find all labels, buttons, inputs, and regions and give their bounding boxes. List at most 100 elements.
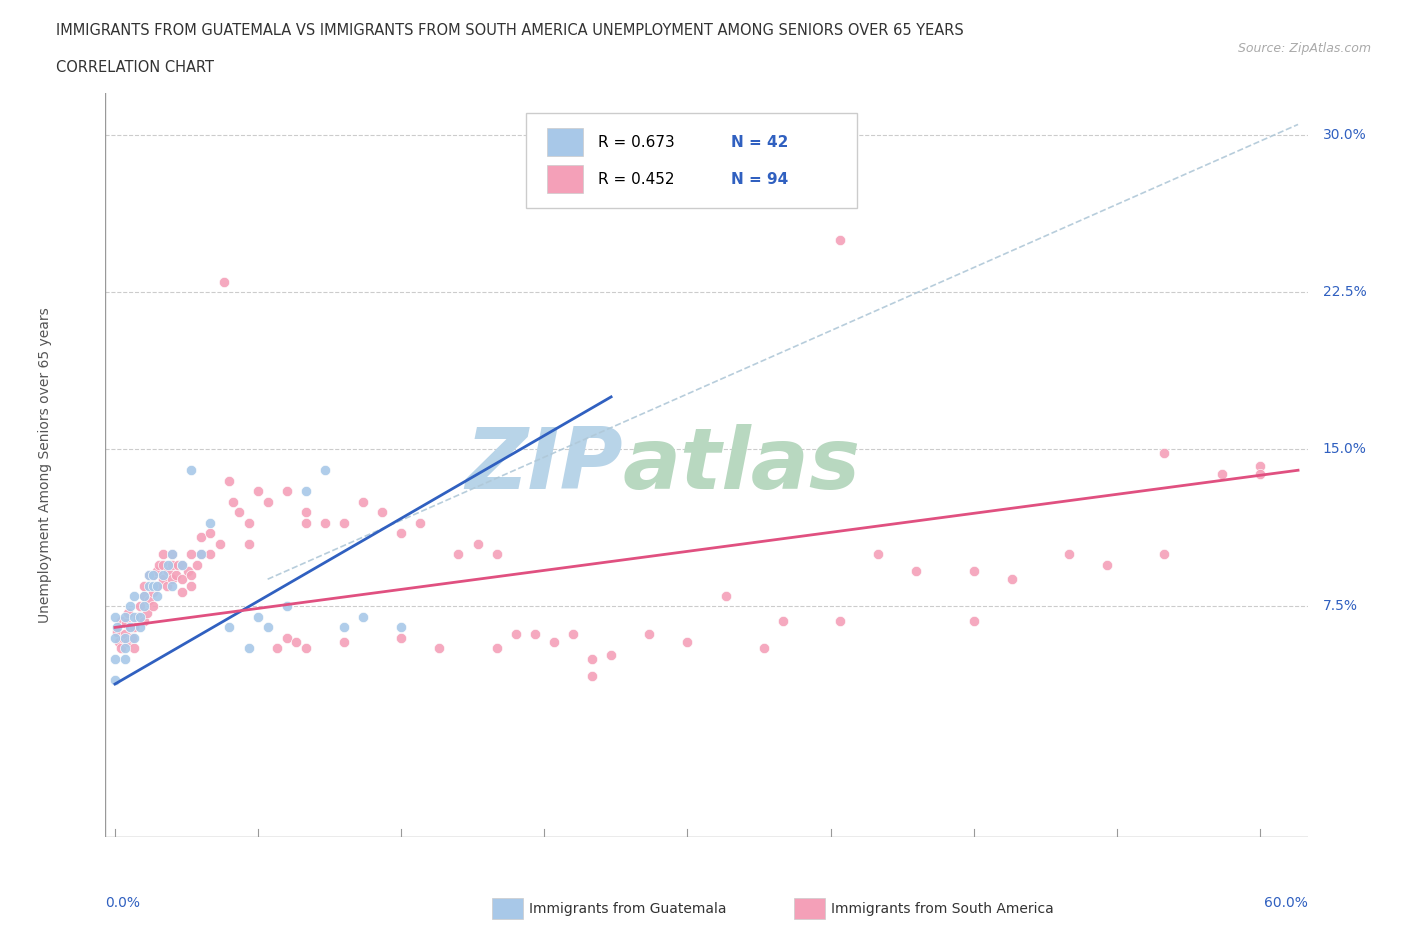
- Point: [333, 634, 356, 649]
- Point: [165, 567, 187, 582]
- Point: [389, 620, 412, 635]
- Point: [200, 547, 222, 562]
- Point: [146, 564, 169, 578]
- Point: [256, 494, 278, 509]
- Point: [218, 473, 240, 488]
- Point: [152, 572, 174, 587]
- Point: [138, 592, 160, 607]
- Point: [409, 515, 432, 530]
- Point: [152, 567, 174, 582]
- Point: [110, 641, 132, 656]
- Point: [868, 547, 890, 562]
- Point: [485, 547, 508, 562]
- Point: [238, 537, 260, 551]
- Point: [1097, 557, 1119, 572]
- Text: 22.5%: 22.5%: [1323, 286, 1367, 299]
- Point: [638, 626, 661, 641]
- Point: [314, 463, 336, 478]
- Point: [581, 668, 603, 683]
- Point: [371, 505, 394, 520]
- Point: [581, 651, 603, 666]
- Point: [128, 599, 150, 614]
- Point: [114, 609, 136, 624]
- Point: [294, 484, 316, 498]
- Point: [105, 624, 128, 639]
- Point: [104, 631, 127, 645]
- Point: [180, 567, 202, 582]
- Point: [543, 634, 565, 649]
- Point: [157, 557, 180, 572]
- Point: [132, 578, 155, 593]
- Point: [200, 525, 222, 540]
- Point: [122, 631, 145, 645]
- Point: [222, 494, 245, 509]
- Point: [600, 647, 623, 662]
- Point: [132, 599, 155, 614]
- Point: [160, 578, 183, 593]
- Point: [1211, 467, 1233, 482]
- Point: [111, 631, 134, 645]
- Point: [180, 578, 202, 593]
- Point: [314, 515, 336, 530]
- Point: [218, 620, 240, 635]
- Point: [122, 620, 145, 635]
- Point: [110, 614, 132, 629]
- Point: [505, 626, 527, 641]
- Point: [485, 641, 508, 656]
- Point: [962, 564, 984, 578]
- Point: [294, 515, 316, 530]
- Text: Source: ZipAtlas.com: Source: ZipAtlas.com: [1237, 42, 1371, 55]
- Text: 0.0%: 0.0%: [105, 896, 141, 910]
- Point: [228, 505, 250, 520]
- Point: [160, 547, 183, 562]
- Text: CORRELATION CHART: CORRELATION CHART: [56, 60, 214, 75]
- Point: [146, 589, 169, 604]
- Point: [114, 631, 136, 645]
- Point: [1057, 547, 1080, 562]
- Text: 60.0%: 60.0%: [1264, 896, 1308, 910]
- Point: [752, 641, 775, 656]
- Point: [146, 578, 169, 593]
- Point: [180, 547, 202, 562]
- Point: [104, 651, 127, 666]
- Point: [155, 578, 177, 593]
- Point: [247, 484, 270, 498]
- Point: [122, 641, 145, 656]
- Point: [146, 578, 169, 593]
- Bar: [547, 166, 582, 193]
- Point: [138, 578, 160, 593]
- Text: N = 94: N = 94: [731, 172, 787, 187]
- Point: [294, 505, 316, 520]
- Point: [1153, 547, 1175, 562]
- Text: ZIP: ZIP: [465, 423, 623, 507]
- Point: [170, 584, 193, 599]
- Point: [190, 530, 212, 545]
- Point: [190, 547, 212, 562]
- Point: [170, 557, 193, 572]
- Point: [333, 515, 356, 530]
- Point: [333, 620, 356, 635]
- Point: [352, 609, 374, 624]
- Point: [105, 620, 128, 635]
- Text: Immigrants from South America: Immigrants from South America: [831, 901, 1053, 916]
- Point: [276, 599, 298, 614]
- Point: [676, 634, 699, 649]
- Point: [170, 572, 193, 587]
- Text: R = 0.673: R = 0.673: [599, 135, 675, 150]
- Point: [132, 589, 155, 604]
- Point: [117, 634, 139, 649]
- Point: [467, 537, 489, 551]
- Point: [828, 232, 851, 247]
- Point: [905, 564, 928, 578]
- Point: [170, 557, 193, 572]
- Text: 7.5%: 7.5%: [1323, 600, 1358, 614]
- Point: [160, 557, 183, 572]
- Point: [120, 620, 142, 635]
- Point: [108, 634, 129, 649]
- Point: [138, 567, 160, 582]
- Point: [186, 557, 208, 572]
- Point: [157, 564, 180, 578]
- Point: [1249, 458, 1271, 473]
- Point: [276, 631, 298, 645]
- Point: [115, 616, 138, 631]
